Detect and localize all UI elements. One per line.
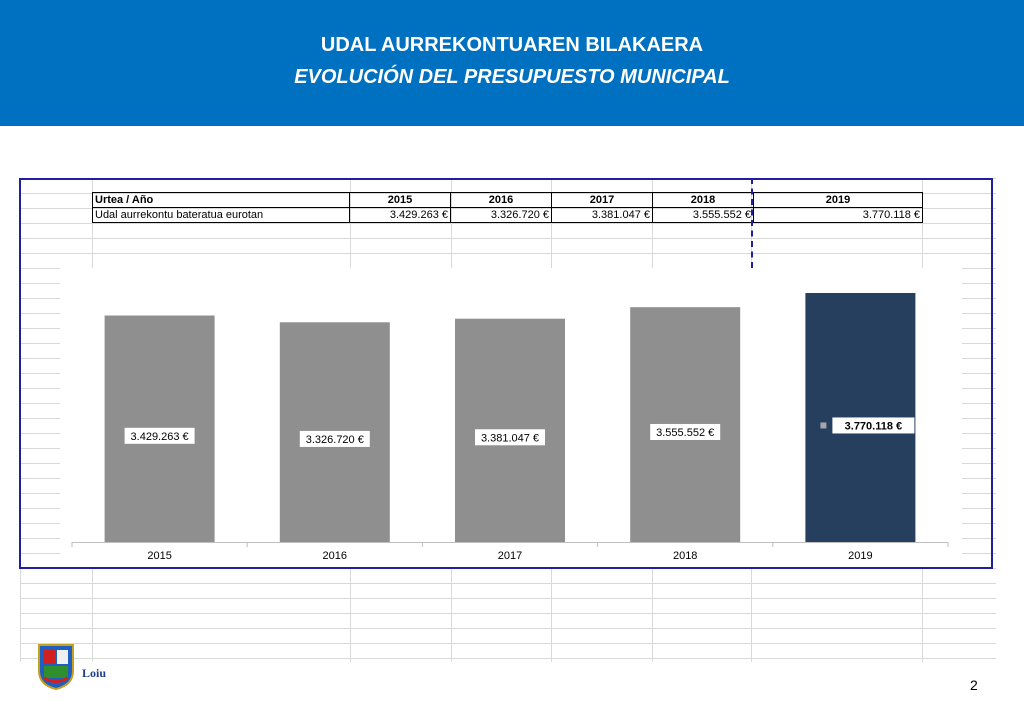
page-number: 2 xyxy=(970,677,978,693)
header-label: Urtea / Año xyxy=(92,192,350,208)
x-tick-label: 2019 xyxy=(848,550,872,562)
chart-frame xyxy=(19,178,993,569)
data-label-text: 3.770.118 € xyxy=(845,420,903,432)
coat-of-arms-logo xyxy=(38,644,74,691)
data-label: 3.429.263 € xyxy=(124,427,195,444)
data-label-text: 3.326.720 € xyxy=(306,434,364,446)
bar-chart: 3.429.263 € 2015 3.326.720 € 2016 3.381.047 … xyxy=(71,293,949,562)
data-label-box xyxy=(299,430,370,447)
data-label-text: 3.555.552 € xyxy=(656,427,714,439)
data-label-box xyxy=(475,429,545,446)
value-cell: 3.770.118 € xyxy=(753,207,923,223)
data-label-box xyxy=(124,427,195,444)
x-tick-label: 2017 xyxy=(498,550,522,562)
row-label: Udal aurrekontu bateratua eurotan xyxy=(92,207,350,223)
x-tick-label: 2018 xyxy=(673,550,697,562)
budget-table: Urtea / Año 2015 2016 2017 2018 2019 Uda… xyxy=(92,192,923,223)
data-label: 3.770.118 € xyxy=(820,417,915,434)
data-label-box xyxy=(650,423,721,440)
data-label-text: 3.429.263 € xyxy=(131,431,189,443)
year-header: 2017 xyxy=(551,192,653,208)
data-label: 3.381.047 € xyxy=(475,429,545,446)
header-banner: UDAL AURREKONTUAREN BILAKAERA EVOLUCIÓN … xyxy=(0,0,1024,126)
data-label: 3.326.720 € xyxy=(299,430,370,447)
data-label-box xyxy=(832,417,915,434)
value-cell: 3.555.552 € xyxy=(652,207,754,223)
data-label-text: 3.381.047 € xyxy=(481,432,539,444)
table-header-row: Urtea / Año 2015 2016 2017 2018 2019 xyxy=(92,192,923,208)
year-header: 2016 xyxy=(450,192,552,208)
x-tick-label: 2015 xyxy=(147,550,171,562)
page-title: UDAL AURREKONTUAREN BILAKAERA xyxy=(320,34,704,56)
data-label: 3.555.552 € xyxy=(650,423,721,440)
selection-dashed-line xyxy=(751,178,753,268)
chart-area: 3.429.263 € 2015 3.326.720 € 2016 3.381.047 … xyxy=(60,268,962,568)
logo-text: Loiu xyxy=(82,666,107,680)
value-cell: 3.429.263 € xyxy=(349,207,451,223)
legend-key xyxy=(820,422,827,429)
x-tick-label: 2016 xyxy=(323,550,347,562)
value-cell: 3.326.720 € xyxy=(450,207,552,223)
page-subtitle: EVOLUCIÓN DEL PRESUPUESTO MUNICIPAL xyxy=(294,66,730,88)
table-row: Udal aurrekontu bateratua eurotan 3.429.… xyxy=(92,207,923,223)
